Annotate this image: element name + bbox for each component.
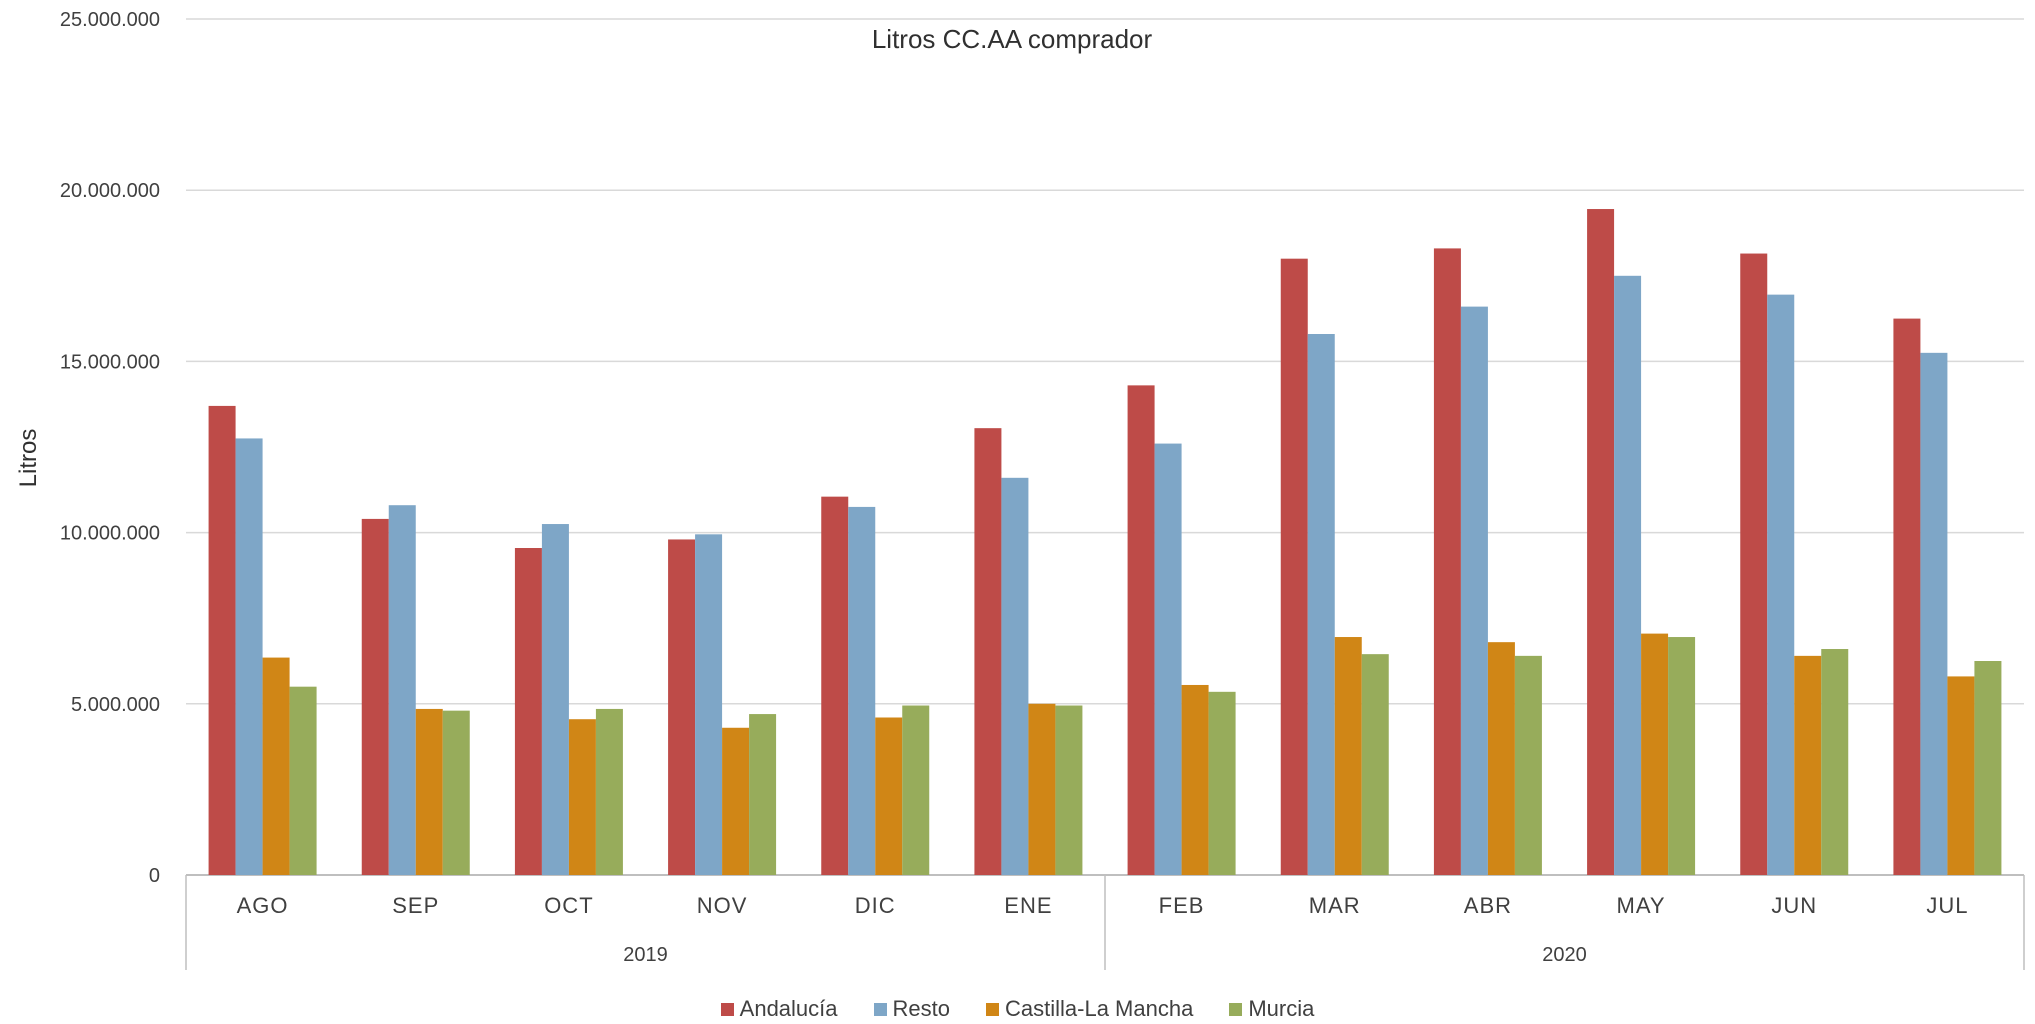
legend-item: Castilla-La Mancha [986,996,1193,1022]
legend-item: Resto [873,996,950,1022]
bar-murcia-feb [1208,691,1236,875]
bar-andaluc-a-sep [361,518,389,875]
bar-castilla-la-mancha-oct [568,719,596,875]
bar-resto-jul [1920,352,1948,876]
bar-andaluc-a-ago [208,405,236,875]
y-tick-label: 15.000.000 [60,351,160,373]
x-tick-label: JUN [1771,893,1817,918]
y-tick-label: 0 [149,865,160,887]
x-tick-label: OCT [544,893,593,918]
y-tick-label: 20.000.000 [60,180,160,202]
bar-castilla-la-mancha-jun [1794,655,1822,875]
legend-label: Andalucía [739,996,838,1021]
bar-resto-may [1614,275,1642,875]
legend: Andalucía Resto Castilla-La Mancha Murcia [0,996,2035,1022]
legend-swatch [873,1002,887,1016]
bar-andaluc-a-mar [1280,258,1308,875]
bar-murcia-jul [1974,661,2002,875]
y-axis-label: Litros [15,429,42,488]
legend-label: Castilla-La Mancha [1005,996,1194,1021]
x-group-label: 2019 [623,944,668,966]
bar-murcia-mar [1361,654,1389,875]
bar-andaluc-a-oct [514,548,542,875]
bar-castilla-la-mancha-jul [1947,676,1975,875]
legend-item: Andalucía [720,996,838,1022]
bar-chart: 0 5.000.000 10.000.000 15.000.000 20.000.000… [15,9,2025,970]
bar-andaluc-a-abr [1433,248,1461,875]
x-tick-label: MAR [1309,893,1361,918]
bar-andaluc-a-jul [1893,318,1921,876]
x-tick-label: NOV [697,893,748,918]
x-tick-label: AGO [237,893,289,918]
bar-murcia-nov [749,714,777,875]
gridlines [186,18,2024,876]
bar-murcia-dic [902,705,930,875]
bar-murcia-ago [289,686,317,875]
y-tick-label: 25.000.000 [60,9,160,31]
y-axis-ticks: 0 5.000.000 10.000.000 15.000.000 20.000.000… [60,9,160,887]
bar-resto-abr [1460,306,1488,876]
bar-andaluc-a-ene [974,428,1002,875]
bar-murcia-ene [1055,705,1083,875]
x-tick-label: ENE [1004,893,1052,918]
legend-swatch [1229,1002,1243,1016]
bar-castilla-la-mancha-dic [875,717,903,875]
bar-resto-ene [1001,477,1029,875]
bar-castilla-la-mancha-ene [1028,703,1056,875]
bar-resto-mar [1307,334,1335,875]
bar-murcia-oct [595,708,623,875]
bar-murcia-abr [1514,655,1542,875]
bar-andaluc-a-dic [821,496,849,875]
bar-castilla-la-mancha-ago [262,657,290,875]
bar-resto-ago [235,438,263,875]
bar-castilla-la-mancha-abr [1487,642,1515,875]
x-tick-label: FEB [1159,893,1205,918]
bar-resto-jun [1767,294,1795,876]
bar-castilla-la-mancha-nov [722,727,750,875]
bars [208,209,2002,876]
x-tick-label: SEP [392,893,439,918]
bar-resto-dic [848,506,876,875]
bar-castilla-la-mancha-feb [1181,684,1209,875]
chart-title: Litros CC.AA comprador [872,24,1153,54]
bar-murcia-sep [442,710,470,875]
legend-label: Resto [892,996,950,1021]
bar-resto-nov [695,534,723,875]
bar-murcia-jun [1821,649,1849,875]
legend-swatch [720,1002,734,1016]
bar-murcia-may [1668,637,1696,875]
legend-label: Murcia [1248,996,1315,1021]
x-tick-label: ABR [1464,893,1512,918]
bar-resto-feb [1154,443,1182,875]
legend-item: Murcia [1229,996,1314,1022]
x-group-label: 2020 [1542,944,1587,966]
bar-castilla-la-mancha-sep [415,708,443,875]
x-axis: AGO SEP OCT NOV DIC ENE FEB MAR ABR MAY JUN JUL 2019… [185,875,2025,970]
legend-swatch [986,1002,999,1016]
bar-andaluc-a-may [1587,209,1615,876]
bar-castilla-la-mancha-mar [1334,637,1362,875]
x-tick-label: DIC [855,893,896,918]
bar-castilla-la-mancha-may [1641,633,1669,875]
x-tick-label: MAY [1617,893,1666,918]
bar-andaluc-a-jun [1740,253,1768,875]
bar-resto-sep [388,505,416,875]
x-tick-label: JUL [1926,893,1968,918]
y-tick-label: 10.000.000 [60,523,160,545]
bar-andaluc-a-nov [668,539,696,875]
bar-resto-oct [541,524,569,875]
y-tick-label: 5.000.000 [71,694,160,716]
bar-andaluc-a-feb [1127,385,1155,875]
